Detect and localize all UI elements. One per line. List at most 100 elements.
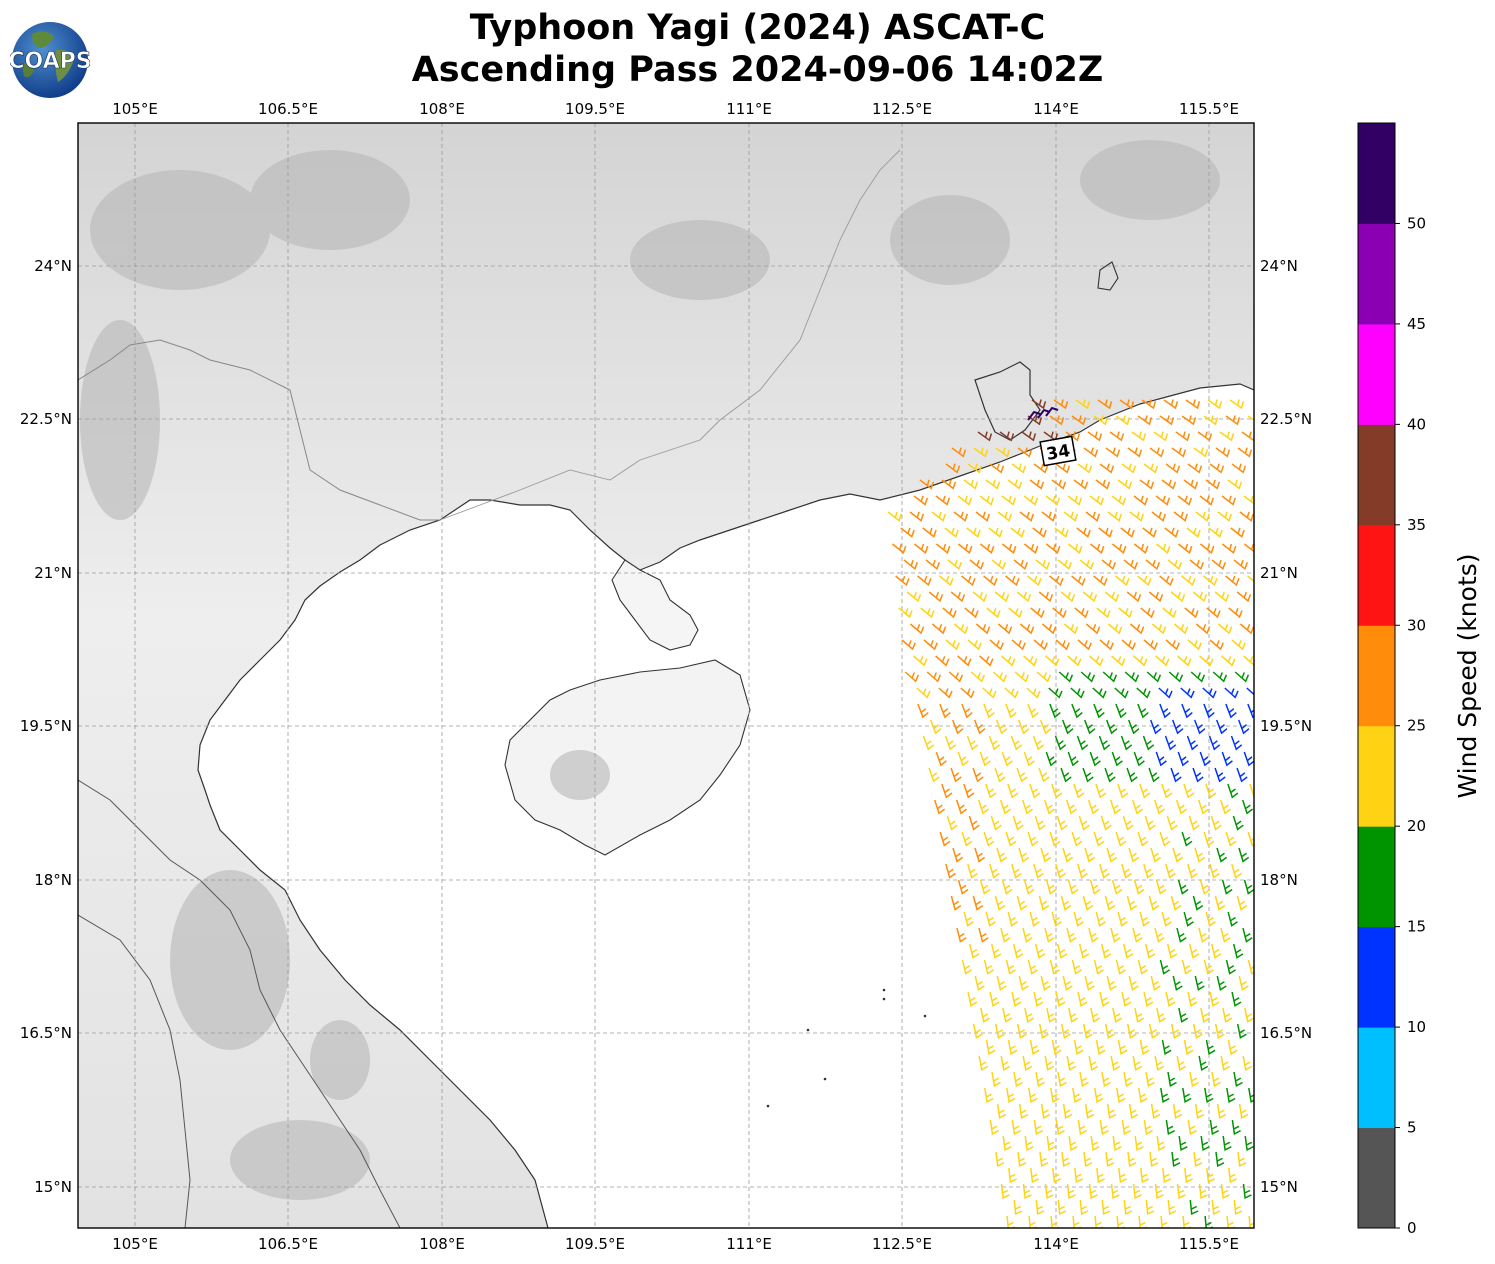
- wind-barb: [1111, 879, 1123, 895]
- wind-barb: [1076, 735, 1089, 751]
- wind-barb: [1185, 399, 1201, 410]
- wind-barb: [1237, 719, 1250, 735]
- country-border-laos: [78, 779, 401, 1228]
- wind-barb: [1188, 815, 1200, 831]
- graticule: [78, 123, 1254, 1228]
- wind-barb: [979, 879, 991, 895]
- wind-barb: [1231, 863, 1242, 879]
- wind-barb: [964, 607, 979, 619]
- wind-barb: [939, 703, 951, 719]
- wind-barb: [1247, 959, 1254, 975]
- wind-barb: [1115, 575, 1130, 587]
- wind-barb: [1183, 783, 1195, 799]
- wind-barb: [1183, 911, 1194, 927]
- wind-barb: [1231, 991, 1242, 1007]
- wind-barb: [1087, 431, 1103, 442]
- wind-barb: [1221, 751, 1233, 767]
- wind-barb: [1178, 1135, 1188, 1152]
- wind-barb: [1171, 719, 1184, 735]
- wind-barb: [1095, 911, 1106, 927]
- wind-barb: [990, 815, 1002, 831]
- svg-text:19.5°N: 19.5°N: [20, 717, 72, 735]
- wind-barb: [909, 511, 925, 522]
- wind-barb: [1184, 607, 1199, 619]
- colorbar-tick-label: 50: [1407, 214, 1426, 232]
- wind-barb: [1232, 943, 1244, 959]
- colorbar-tick-label: 15: [1407, 918, 1426, 936]
- wind-barb: [1001, 543, 1017, 554]
- wind-barb: [967, 863, 978, 879]
- wind-barb: [939, 575, 954, 587]
- wind-barb: [1148, 591, 1164, 603]
- wind-barb: [1082, 1023, 1093, 1039]
- wind-barb: [887, 511, 903, 522]
- wind-barb: [1155, 751, 1167, 767]
- paracel-islands: [766, 988, 927, 1108]
- wind-barb: [1194, 1103, 1205, 1119]
- colorbar-tick-label: 5: [1407, 1119, 1417, 1137]
- wind-barb: [1119, 399, 1135, 410]
- wind-barb: [1066, 927, 1077, 943]
- wind-barb: [1008, 1167, 1018, 1184]
- wind-barb: [1039, 719, 1052, 735]
- wind-barb: [1001, 495, 1017, 506]
- wind-barb: [1248, 1215, 1254, 1228]
- wind-barb: [979, 655, 994, 667]
- wind-barb: [1065, 431, 1081, 442]
- wind-barb: [1205, 479, 1221, 490]
- wind-barb: [1121, 639, 1136, 651]
- wind-barb: [1137, 831, 1149, 847]
- wind-barb: [1220, 1055, 1231, 1071]
- wind-barb: [1197, 799, 1210, 815]
- wind-barb: [1243, 879, 1254, 895]
- island-offshore: [1097, 261, 1119, 291]
- wind-barb: [913, 495, 929, 506]
- wind-barb: [1044, 1055, 1055, 1071]
- wind-barb: [1203, 703, 1215, 719]
- wind-barb: [1194, 975, 1205, 991]
- wind-barb: [1115, 831, 1127, 847]
- wind-barb: [1045, 751, 1057, 767]
- wind-barb: [1228, 607, 1243, 619]
- wind-barb: [1085, 511, 1101, 522]
- wind-barb: [1167, 1071, 1177, 1087]
- wind-barb: [1005, 959, 1016, 975]
- wind-barb: [1092, 687, 1107, 699]
- wind-barb: [1034, 815, 1046, 831]
- wind-barb: [1237, 1151, 1247, 1168]
- wind-barb: [926, 671, 942, 683]
- colorbar-tick-label: 10: [1407, 1018, 1426, 1036]
- wind-barb: [1138, 1087, 1148, 1103]
- wind-barb: [1151, 511, 1167, 522]
- wind-barb: [1206, 1167, 1216, 1184]
- wind-barb: [1117, 1039, 1128, 1055]
- wind-barb: [1027, 959, 1038, 975]
- wind-barb: [1137, 415, 1153, 426]
- wind-barb: [1228, 1167, 1238, 1184]
- wind-barb: [1230, 735, 1243, 751]
- wind-barb: [1199, 751, 1211, 767]
- coastline: [197, 383, 1254, 1228]
- wind-barb: [1071, 959, 1082, 975]
- wind-barb: [1011, 1119, 1021, 1136]
- wind-barb: [1060, 591, 1076, 603]
- svg-text:24°N: 24°N: [34, 257, 72, 275]
- wind-barb: [986, 607, 1001, 619]
- wind-barb: [1239, 623, 1254, 635]
- wind-barb: [1219, 431, 1235, 442]
- wind-barb: [1199, 655, 1214, 667]
- wind-barb: [1022, 927, 1033, 943]
- colorbar-tick-label: 25: [1407, 717, 1426, 735]
- wind-barb: [1198, 1055, 1209, 1071]
- wind-barb: [1099, 991, 1110, 1007]
- wind-barb: [1149, 1151, 1159, 1168]
- wind-barb: [1176, 927, 1187, 943]
- wind-barb: [1222, 1007, 1233, 1023]
- colorbar-segment: [1358, 826, 1395, 928]
- wind-barb: [1045, 495, 1061, 506]
- wind-barb: [1209, 991, 1220, 1007]
- wind-barb: [1236, 591, 1252, 603]
- wind-barb: [1176, 1055, 1187, 1071]
- wind-barb: [1067, 751, 1079, 767]
- wind-barb: [977, 431, 993, 442]
